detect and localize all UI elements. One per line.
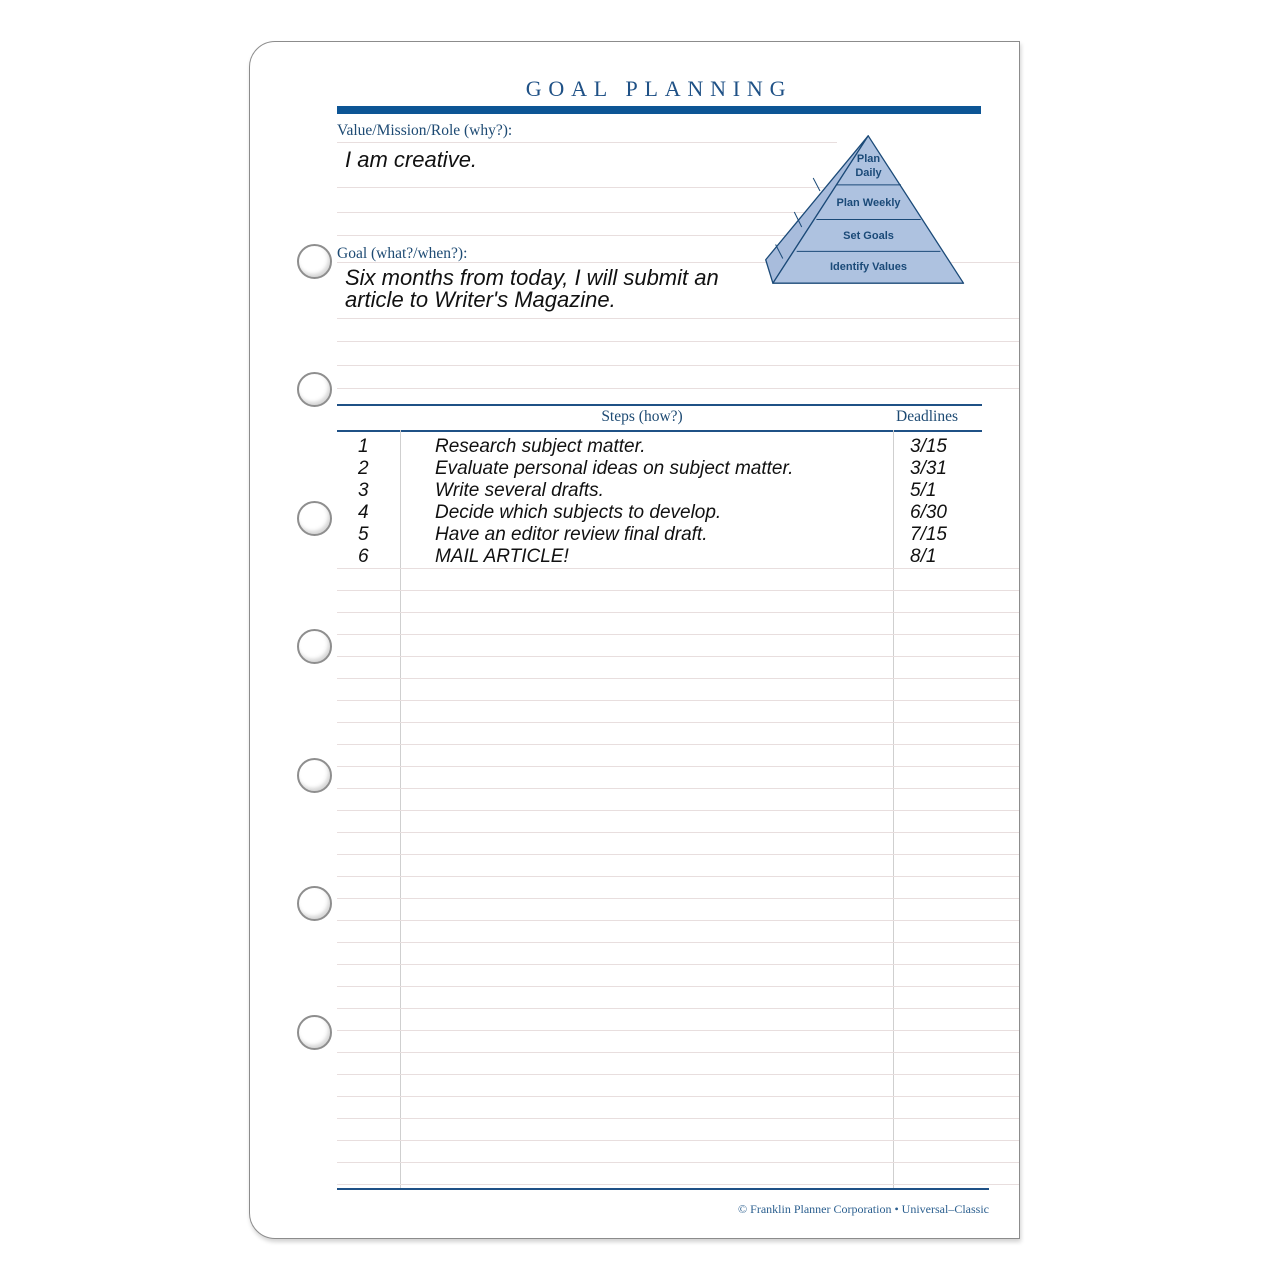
svg-text:Identify Values: Identify Values [830, 261, 907, 273]
svg-text:Daily: Daily [855, 167, 882, 179]
svg-text:Set Goals: Set Goals [843, 230, 894, 242]
svg-text:Plan Weekly: Plan Weekly [837, 197, 902, 209]
svg-text:Plan: Plan [857, 153, 881, 165]
